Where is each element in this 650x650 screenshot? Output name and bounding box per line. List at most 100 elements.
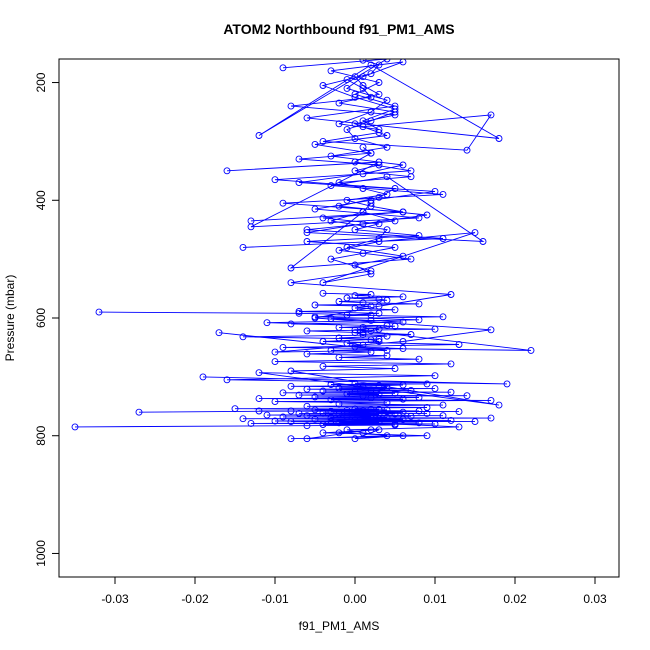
data-point [359,59,367,64]
data-point [343,294,351,302]
data-point [351,329,359,337]
data-point [375,426,383,434]
data-point [359,143,367,151]
data-point [359,411,367,419]
x-tick-label: -0.02 [181,592,209,606]
data-point [335,334,343,342]
data-point [247,419,255,427]
data-point [487,414,495,422]
data-point [463,146,471,154]
data-point [367,327,375,335]
data-point [375,61,383,69]
data-point [327,417,335,425]
data-series [287,408,463,443]
y-axis-label: Pressure (mbar) [3,275,17,362]
data-point [335,429,343,437]
data-point [431,420,439,428]
data-point [415,214,423,222]
data-point [287,418,295,426]
data-point [399,252,407,260]
data-point [375,90,383,98]
data-point [375,235,383,242]
data-point [303,385,311,393]
data-point [335,384,343,392]
data-point [383,352,391,360]
data-point [319,338,327,345]
x-tick-label: 0.00 [343,592,367,606]
data-point [367,414,375,422]
data-point [271,398,279,406]
data-point [455,423,463,431]
data-point [335,298,343,305]
data-point [239,333,247,341]
data-point [239,415,247,423]
data-point [391,410,399,418]
data-point [215,329,223,337]
data-point [375,79,383,86]
series-line [138,382,492,413]
data-point [135,408,143,416]
data-point [359,73,367,81]
data-point [375,295,383,303]
data-point [447,291,455,298]
data-point [391,306,399,314]
data-point [399,345,407,353]
data-point [335,419,343,427]
data-point [487,111,495,119]
data-point [271,176,279,184]
data-point [343,243,351,251]
data-point [391,108,399,116]
data-point [391,217,399,225]
data-point [279,389,287,397]
data-point [303,412,311,420]
data-point [367,117,375,125]
data-point [367,302,375,310]
data-point [383,226,391,234]
data-point [303,435,311,443]
data-point [327,217,335,225]
data-point [407,167,415,175]
data-point [319,362,327,370]
data-point [367,316,375,324]
y-axis: 200 400 600 800 1000 [34,72,59,567]
data-point [295,308,303,315]
data-point [319,137,327,145]
x-axis: -0.03 -0.02 -0.01 0.00 0.01 0.02 0.03 [101,577,607,606]
data-point [271,358,279,366]
data-point [359,329,367,337]
data-point [431,385,439,393]
y-tick-label: 1000 [34,540,48,567]
data-point [367,93,375,101]
data-point [343,196,351,204]
data-point [367,336,375,344]
data-point [279,343,287,351]
data-point [223,167,231,175]
data-point [375,126,383,134]
data-point [351,93,359,101]
data-point [391,365,399,373]
data-point [199,373,207,381]
data-point [327,255,335,263]
data-point [367,405,375,413]
data-point [407,255,415,263]
data-point [303,226,311,234]
chart-title: ATOM2 Northbound f91_PM1_AMS [223,21,454,37]
series-line [258,59,500,139]
data-point [399,395,407,403]
data-point [423,432,431,440]
data-point [287,435,295,443]
data-point [423,404,431,411]
data-point [287,367,295,375]
data-point [247,223,255,231]
data-point [303,350,311,358]
data-point [287,407,295,415]
data-point [383,399,391,407]
data-series [223,73,439,231]
data-point [423,380,431,388]
data-point [407,331,415,338]
data-point [375,302,383,310]
data-point [383,59,391,63]
data-point [223,376,231,384]
data-point [399,408,407,416]
data-point [431,187,439,195]
